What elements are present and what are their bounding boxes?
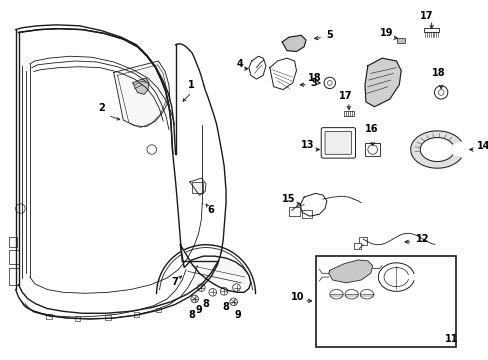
Polygon shape bbox=[180, 245, 250, 292]
Polygon shape bbox=[282, 35, 305, 51]
Circle shape bbox=[367, 145, 377, 154]
Text: 15: 15 bbox=[282, 194, 295, 204]
Text: 2: 2 bbox=[98, 103, 104, 113]
Circle shape bbox=[229, 298, 237, 306]
Text: 10: 10 bbox=[290, 292, 304, 302]
Bar bbox=[133, 312, 139, 317]
Text: 8: 8 bbox=[202, 298, 209, 309]
Text: 18: 18 bbox=[307, 73, 321, 83]
Text: 9: 9 bbox=[195, 305, 202, 315]
Bar bbox=[423, 28, 438, 32]
Polygon shape bbox=[189, 178, 205, 195]
Text: 8: 8 bbox=[222, 302, 229, 312]
Bar bbox=[75, 316, 80, 321]
Bar bbox=[9, 237, 17, 247]
Circle shape bbox=[232, 284, 240, 291]
Bar bbox=[46, 314, 52, 319]
Text: 17: 17 bbox=[419, 11, 433, 21]
FancyBboxPatch shape bbox=[321, 128, 355, 158]
Polygon shape bbox=[328, 260, 372, 283]
Bar bbox=[9, 251, 19, 264]
Ellipse shape bbox=[360, 289, 373, 299]
Bar bbox=[9, 267, 19, 285]
Ellipse shape bbox=[329, 289, 343, 299]
Bar bbox=[344, 111, 353, 116]
Text: 14: 14 bbox=[476, 141, 488, 151]
Circle shape bbox=[220, 288, 227, 295]
Text: 8: 8 bbox=[188, 310, 195, 320]
Text: 19: 19 bbox=[380, 28, 393, 39]
Circle shape bbox=[324, 77, 335, 89]
Circle shape bbox=[434, 86, 447, 99]
Circle shape bbox=[16, 204, 25, 213]
Bar bbox=[155, 307, 161, 312]
Text: 9: 9 bbox=[234, 310, 241, 320]
Polygon shape bbox=[269, 58, 296, 90]
Bar bbox=[191, 182, 203, 193]
Bar bbox=[353, 243, 361, 248]
Text: 5: 5 bbox=[325, 30, 332, 40]
Polygon shape bbox=[300, 193, 326, 216]
Bar bbox=[315, 256, 455, 347]
Text: 3: 3 bbox=[310, 78, 317, 88]
Circle shape bbox=[437, 90, 443, 95]
Polygon shape bbox=[248, 56, 265, 79]
Bar bbox=[105, 315, 111, 320]
Text: 1: 1 bbox=[188, 80, 195, 90]
Circle shape bbox=[147, 145, 156, 154]
FancyBboxPatch shape bbox=[325, 131, 351, 154]
Bar bbox=[397, 38, 404, 43]
Text: 7: 7 bbox=[171, 277, 178, 287]
Text: 4: 4 bbox=[236, 59, 243, 69]
Polygon shape bbox=[364, 58, 400, 107]
Ellipse shape bbox=[345, 289, 358, 299]
Polygon shape bbox=[410, 131, 460, 168]
Circle shape bbox=[190, 295, 198, 303]
Text: 13: 13 bbox=[301, 140, 314, 150]
Polygon shape bbox=[114, 61, 169, 127]
Text: 16: 16 bbox=[364, 123, 378, 134]
Circle shape bbox=[327, 81, 331, 85]
Polygon shape bbox=[132, 78, 149, 94]
Bar bbox=[302, 211, 311, 218]
Text: 17: 17 bbox=[339, 91, 352, 101]
Text: 6: 6 bbox=[207, 205, 214, 215]
Bar bbox=[359, 237, 366, 245]
Circle shape bbox=[197, 284, 204, 291]
Circle shape bbox=[208, 288, 216, 296]
Bar bbox=[364, 143, 380, 156]
Text: 18: 18 bbox=[431, 68, 445, 78]
Text: 12: 12 bbox=[415, 234, 428, 244]
Bar bbox=[288, 207, 300, 216]
Text: 11: 11 bbox=[444, 334, 458, 344]
